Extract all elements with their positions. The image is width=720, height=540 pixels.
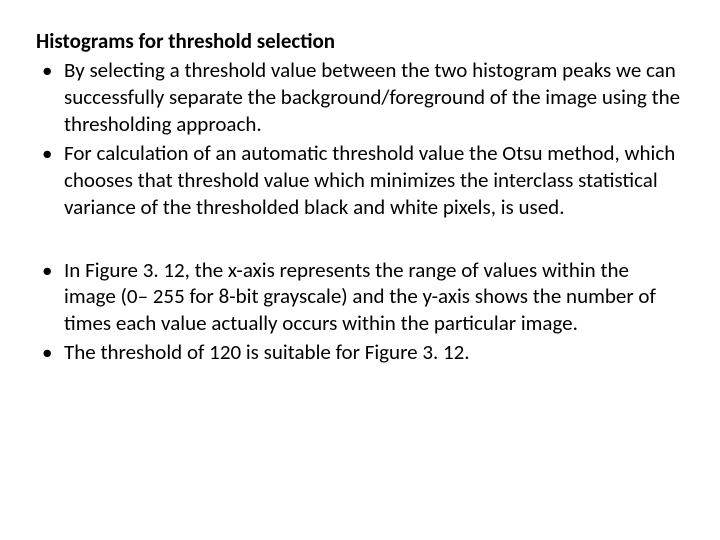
list-item: By selecting a threshold value between t…	[36, 57, 684, 138]
bullet-list-top: By selecting a threshold value between t…	[36, 57, 684, 220]
list-item: For calculation of an automatic threshol…	[36, 140, 684, 221]
bullet-list-bottom: In Figure 3. 12, the x-axis represents t…	[36, 257, 684, 367]
slide-heading: Histograms for threshold selection	[36, 28, 684, 55]
spacer	[36, 223, 684, 257]
list-item: In Figure 3. 12, the x-axis represents t…	[36, 257, 684, 338]
list-item: The threshold of 120 is suitable for Fig…	[36, 339, 684, 366]
